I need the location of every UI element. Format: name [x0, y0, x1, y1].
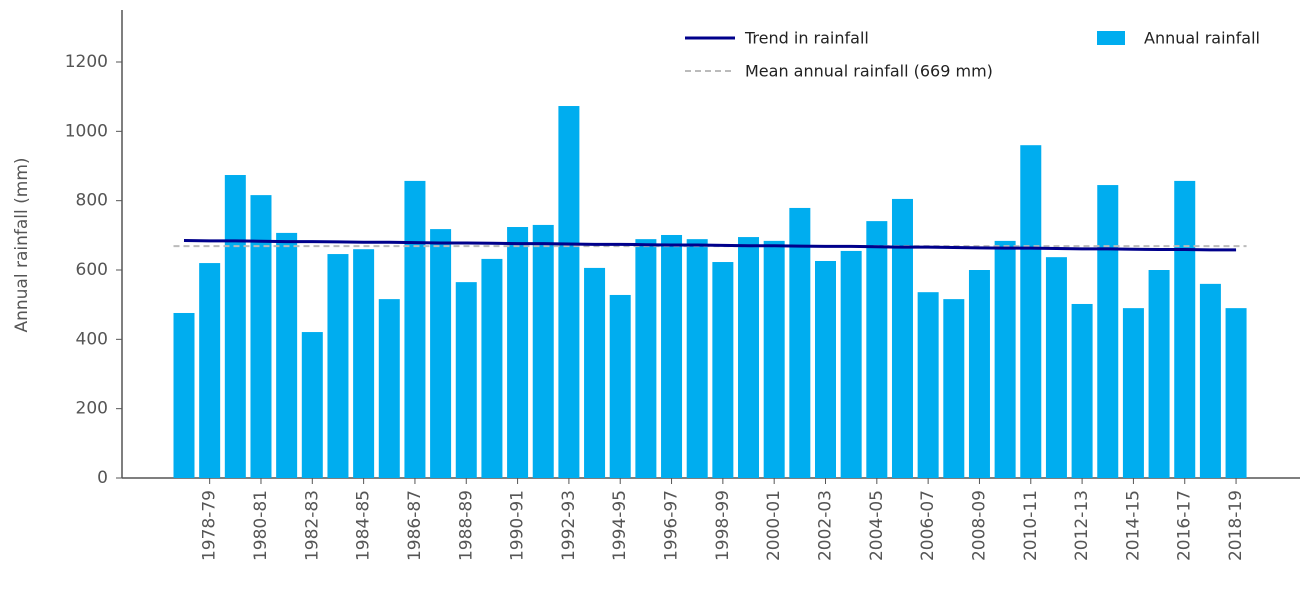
x-tick-label: 1996-97: [662, 490, 682, 561]
bar: [250, 195, 272, 478]
y-tick-label: 200: [76, 399, 108, 419]
bar: [866, 221, 888, 478]
y-tick-label: 1200: [65, 52, 108, 72]
bar: [404, 180, 426, 478]
x-tick-label: 1994-95: [610, 490, 630, 561]
bar: [1122, 308, 1144, 478]
x-tick-label: 1986-87: [405, 490, 425, 561]
bar: [1199, 283, 1221, 478]
bar: [738, 237, 760, 478]
bar: [1071, 303, 1093, 478]
bar: [1045, 257, 1067, 478]
legend-label: Mean annual rainfall (669 mm): [745, 62, 993, 81]
x-tick-label: 1984-85: [354, 490, 374, 561]
bar: [968, 270, 990, 478]
bar: [507, 227, 529, 478]
bar: [301, 332, 323, 478]
bar: [430, 229, 452, 478]
y-tick-label: 800: [76, 191, 108, 211]
bar: [1148, 270, 1170, 478]
x-tick-label: 1982-83: [302, 490, 322, 561]
x-tick-label: 2012-13: [1072, 490, 1092, 561]
bar: [994, 240, 1016, 478]
x-tick-label: 1978-79: [200, 490, 220, 561]
x-tick-label: 2000-01: [764, 490, 784, 561]
bar: [635, 239, 657, 478]
bar: [584, 267, 606, 478]
x-tick-label: 2006-07: [918, 490, 938, 561]
x-tick-label: 1998-99: [713, 490, 733, 561]
bar: [224, 175, 246, 478]
x-tick-label: 2016-17: [1175, 490, 1195, 561]
y-axis-title: Annual rainfall (mm): [12, 157, 32, 332]
legend-label: Trend in rainfall: [744, 29, 869, 48]
bar: [815, 260, 836, 478]
bar: [943, 299, 965, 478]
x-tick-label: 2018-19: [1226, 490, 1246, 561]
x-tick-label: 1990-91: [508, 490, 528, 561]
y-tick-label: 1000: [65, 121, 108, 141]
legend-label: Annual rainfall: [1144, 29, 1260, 48]
bar: [558, 106, 580, 478]
bar: [1174, 180, 1196, 478]
bar: [532, 224, 554, 478]
bar: [1225, 308, 1247, 478]
bar: [763, 240, 785, 478]
legend-swatch: [1097, 31, 1125, 45]
y-tick-label: 600: [76, 260, 108, 280]
x-tick-label: 2004-05: [867, 490, 887, 561]
bar: [609, 294, 631, 478]
bar: [712, 262, 734, 478]
bar: [891, 198, 913, 478]
x-tick-label: 1988-89: [456, 490, 476, 561]
bar: [1020, 145, 1042, 478]
x-tick-label: 2010-11: [1021, 490, 1041, 561]
bar: [917, 292, 939, 478]
bar: [661, 234, 683, 478]
bar: [686, 239, 708, 478]
trend-line: [183, 239, 1237, 252]
bar: [840, 250, 862, 478]
bar: [327, 254, 349, 478]
y-tick-label: 400: [76, 329, 108, 349]
x-tick-label: 1992-93: [559, 490, 579, 561]
bar: [173, 312, 195, 478]
x-tick-label: 2014-15: [1123, 490, 1143, 561]
bar: [199, 263, 221, 478]
bar: [789, 207, 811, 479]
x-tick-label: 1980-81: [251, 490, 271, 561]
bar: [378, 299, 400, 478]
bar: [1097, 185, 1119, 479]
x-tick-label: 2008-09: [969, 490, 989, 561]
bar: [353, 249, 375, 478]
y-tick-label: 0: [97, 468, 108, 488]
x-tick-label: 2002-03: [816, 490, 836, 561]
bar: [455, 282, 477, 478]
bar: [276, 232, 298, 478]
bar: [481, 258, 503, 478]
